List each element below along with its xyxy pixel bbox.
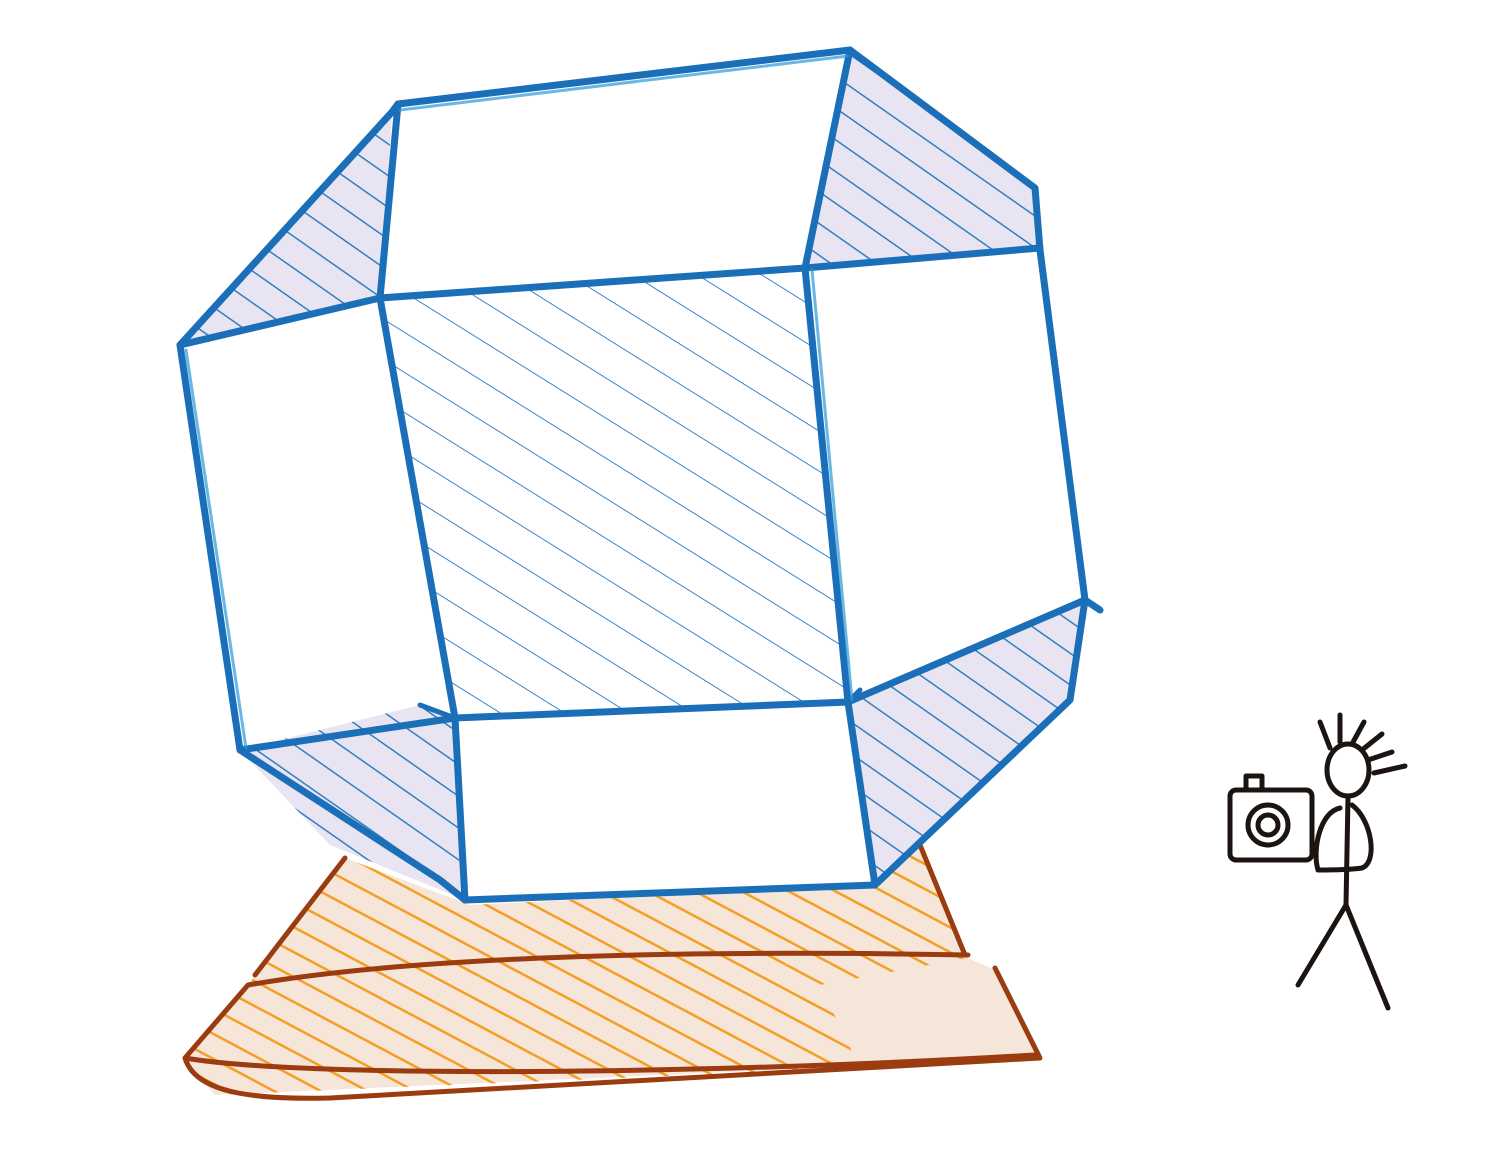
pedestal-front-hatch: [185, 958, 968, 1095]
camera-icon: [1227, 773, 1315, 863]
polyhedron-edges: [176, 46, 1104, 904]
pedestal: [182, 842, 1043, 1101]
pedestal-outline: [182, 842, 1043, 1101]
polyhedron: [176, 46, 1104, 904]
pedestal-top-hatch: [248, 845, 968, 985]
stick-figure-icon: [1295, 712, 1408, 1011]
photographer: [1227, 712, 1408, 1011]
